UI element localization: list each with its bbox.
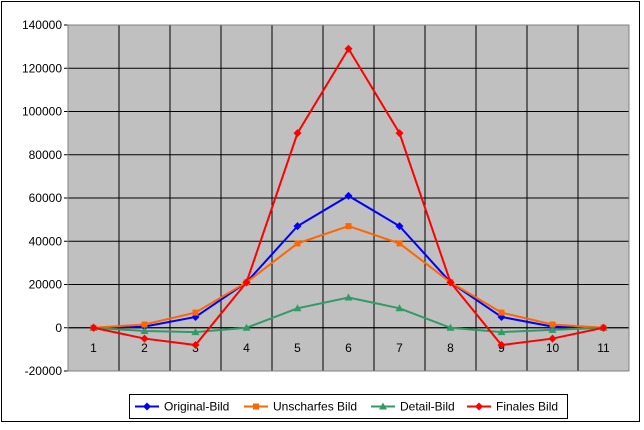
data-point-diamond [140,334,149,343]
data-point-diamond [89,323,98,332]
y-tick-label: 100000 [22,105,62,119]
x-tick-label: 8 [447,341,454,355]
x-tick-label: 5 [294,341,301,355]
data-point-square [192,309,199,316]
legend-item: Detail-Bild [371,400,455,414]
x-tick-label: 10 [546,341,560,355]
data-point-diamond [242,278,251,287]
data-point-triangle [446,323,455,331]
y-tick-label: 40000 [29,234,63,248]
data-point-diamond [143,402,151,411]
data-point-diamond [293,129,302,138]
y-tick-label: -20000 [25,364,63,378]
data-point-diamond [599,323,608,332]
data-point-triangle [548,325,557,333]
data-point-triangle [344,293,353,301]
y-tick-label: 80000 [29,148,63,162]
data-point-diamond [293,222,302,231]
legend-label: Finales Bild [496,400,558,414]
data-point-square [141,321,148,328]
x-tick-label: 4 [243,341,250,355]
data-point-diamond [395,129,404,138]
y-tick-label: 60000 [29,191,63,205]
series-group [89,44,608,350]
y-tick-label: 140000 [22,18,62,32]
data-point-triangle [379,402,387,410]
x-tick-label: 7 [396,341,403,355]
data-point-square [498,309,505,316]
data-point-triangle [140,326,149,334]
data-point-diamond [395,222,404,231]
y-tick-label: 20000 [29,278,63,292]
data-point-triangle [293,304,302,312]
legend: Original-Bild Unscharfes Bild Detail-Bild F… [129,394,568,419]
legend-label: Detail-Bild [400,400,455,414]
x-tick-label: 1 [90,341,97,355]
data-point-diamond [446,278,455,287]
data-point-diamond [497,341,506,350]
data-point-triangle [395,304,404,312]
series-2 [89,293,608,336]
data-point-diamond [344,44,353,53]
data-point-square [345,223,352,230]
data-point-square [253,403,259,410]
data-point-triangle [497,328,506,336]
legend-box [129,394,568,419]
legend-item: Finales Bild [467,400,558,414]
data-point-diamond [191,341,200,350]
y-axis: -20000 0 20000 40000 60000 80000 100000 120000 1… [22,18,69,378]
data-point-triangle [242,323,251,331]
data-point-diamond [344,191,353,200]
legend-label: Unscharfes Bild [273,400,357,414]
x-tick-label: 2 [141,341,148,355]
data-point-diamond [475,402,483,411]
series-3 [89,44,608,350]
y-tick-label: 0 [55,321,62,335]
x-tick-label: 11 [597,341,610,355]
data-point-square [549,321,556,328]
data-point-square [294,240,301,247]
legend-item: Original-Bild [135,400,229,414]
data-point-square [396,240,403,247]
plot-area-border [67,24,630,372]
data-point-diamond [548,334,557,343]
y-tick-label: 120000 [22,61,62,75]
data-point-triangle [191,328,200,336]
legend-label: Original-Bild [164,400,229,414]
x-tick-label: 6 [345,341,352,355]
legend-item: Unscharfes Bild [244,400,357,414]
